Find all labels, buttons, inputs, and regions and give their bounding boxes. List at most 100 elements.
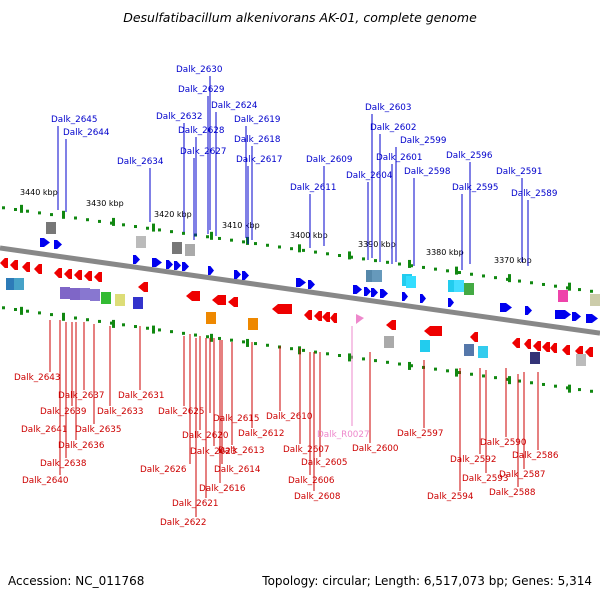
genome-title: Desulfatibacillum alkenivorans AK-01, co… bbox=[123, 10, 477, 25]
gene-label-dalk_2641: Dalk_2641 bbox=[21, 425, 68, 435]
reverse-gene-arrow bbox=[74, 270, 82, 280]
tick-dot bbox=[98, 219, 101, 223]
tick-dot bbox=[2, 206, 5, 210]
tick-dot bbox=[254, 242, 257, 246]
reverse-gene-arrow bbox=[34, 264, 42, 274]
gene-feature-box bbox=[185, 244, 195, 256]
gene-label-dalk_2611: Dalk_2611 bbox=[290, 183, 337, 193]
gene-label-dalk_2625: Dalk_2625 bbox=[158, 407, 205, 417]
gene-label-dalk_2603: Dalk_2603 bbox=[365, 103, 412, 113]
tick-dot bbox=[554, 384, 557, 388]
gene-feature-box bbox=[136, 236, 146, 248]
forward-gene-arrow bbox=[40, 238, 50, 247]
tick-dot bbox=[458, 271, 461, 275]
gene-label-dalk_2593: Dalk_2593 bbox=[462, 474, 509, 484]
gene-label-dalk_2594: Dalk_2594 bbox=[427, 492, 474, 502]
genes-value: 5,314 bbox=[557, 574, 592, 588]
gene-feature-box bbox=[454, 280, 464, 292]
tick-dot bbox=[554, 284, 557, 288]
tick-dot bbox=[110, 221, 113, 225]
tick-dot bbox=[518, 379, 521, 383]
reverse-gene-arrow bbox=[330, 313, 337, 323]
tick-mark bbox=[348, 353, 351, 362]
rna-gene-arrow bbox=[356, 314, 364, 324]
gene-label-dalk_2644: Dalk_2644 bbox=[63, 128, 110, 138]
tick-dot bbox=[38, 311, 41, 315]
forward-gene-arrow bbox=[234, 270, 241, 279]
tick-mark bbox=[112, 319, 115, 328]
gene-feature-box bbox=[406, 276, 416, 288]
tick-mark bbox=[112, 217, 115, 226]
tick-dot bbox=[302, 248, 305, 252]
gene-label-dalk_2640: Dalk_2640 bbox=[22, 476, 69, 486]
tick-mark bbox=[508, 376, 511, 385]
kbp-label: 3430 kbp bbox=[86, 199, 124, 208]
tick-dot bbox=[494, 276, 497, 280]
gene-label-dalk_2607: Dalk_2607 bbox=[283, 445, 330, 455]
forward-gene-arrow bbox=[500, 303, 512, 312]
tick-dot bbox=[530, 281, 533, 285]
tick-dot bbox=[50, 313, 53, 317]
tick-dot bbox=[578, 288, 581, 292]
gene-feature-box bbox=[6, 278, 16, 290]
tick-dot bbox=[590, 389, 593, 393]
gene-label-dalk_2645: Dalk_2645 bbox=[51, 115, 98, 125]
tick-dot bbox=[122, 323, 125, 327]
tick-dot bbox=[146, 226, 149, 230]
tick-mark bbox=[152, 223, 155, 232]
tick-mark bbox=[455, 368, 458, 377]
gene-label-dalk_2612: Dalk_2612 bbox=[238, 429, 285, 439]
tick-dot bbox=[530, 381, 533, 385]
tick-dot bbox=[206, 335, 209, 339]
gene-label-dalk_2626: Dalk_2626 bbox=[140, 465, 187, 475]
topology-label: Topology: bbox=[262, 574, 319, 588]
tick-dot bbox=[290, 247, 293, 251]
length-label: Length: bbox=[374, 574, 421, 588]
forward-gene-arrow bbox=[54, 240, 62, 249]
gene-feature-box bbox=[14, 278, 24, 290]
reverse-gene-arrow bbox=[562, 345, 570, 355]
gene-label-dalk_2587: Dalk_2587 bbox=[499, 470, 546, 480]
tick-dot bbox=[374, 359, 377, 363]
gene-feature-box bbox=[372, 270, 382, 282]
tick-dot bbox=[158, 228, 161, 232]
tick-dot bbox=[314, 350, 317, 354]
genome-backbone bbox=[0, 245, 600, 336]
tick-dot bbox=[542, 382, 545, 386]
tick-dot bbox=[182, 231, 185, 235]
tick-dot bbox=[182, 331, 185, 335]
forward-gene-arrow bbox=[448, 298, 454, 307]
gene-feature-box bbox=[366, 270, 376, 282]
reverse-gene-arrow bbox=[0, 258, 8, 268]
tick-dot bbox=[230, 238, 233, 242]
tick-dot bbox=[158, 328, 161, 332]
tick-dot bbox=[446, 369, 449, 373]
tick-dot bbox=[14, 307, 17, 311]
gene-label-dalk_2623: Dalk_2623 bbox=[190, 447, 237, 457]
reverse-gene-arrow bbox=[524, 339, 531, 349]
tick-dot bbox=[326, 352, 329, 356]
tick-mark bbox=[568, 384, 571, 393]
gene-label-dalk_2605: Dalk_2605 bbox=[301, 458, 348, 468]
tick-dot bbox=[590, 289, 593, 293]
tick-dot bbox=[206, 235, 209, 239]
gene-label-dalk_2615: Dalk_2615 bbox=[213, 414, 260, 424]
reverse-gene-arrow bbox=[470, 332, 478, 342]
gene-feature-box bbox=[46, 222, 56, 234]
reverse-gene-arrow bbox=[138, 282, 148, 292]
forward-gene-arrow bbox=[166, 260, 173, 269]
reverse-gene-arrow bbox=[386, 320, 396, 330]
tick-dot bbox=[542, 282, 545, 286]
gene-label-dalk_r0027: Dalk_R0027 bbox=[317, 430, 370, 440]
tick-dot bbox=[86, 218, 89, 222]
gene-label-dalk_2600: Dalk_2600 bbox=[352, 444, 399, 454]
genome-stats: Topology: circular; Length: 6,517,073 bp… bbox=[262, 574, 592, 588]
gene-feature-box bbox=[448, 280, 458, 292]
tick-dot bbox=[386, 360, 389, 364]
forward-gene-arrow bbox=[182, 262, 189, 271]
tick-dot bbox=[434, 367, 437, 371]
tick-dot bbox=[134, 225, 137, 229]
tick-dot bbox=[578, 388, 581, 392]
gene-label-dalk_2613: Dalk_2613 bbox=[218, 446, 265, 456]
tick-dot bbox=[74, 216, 77, 220]
